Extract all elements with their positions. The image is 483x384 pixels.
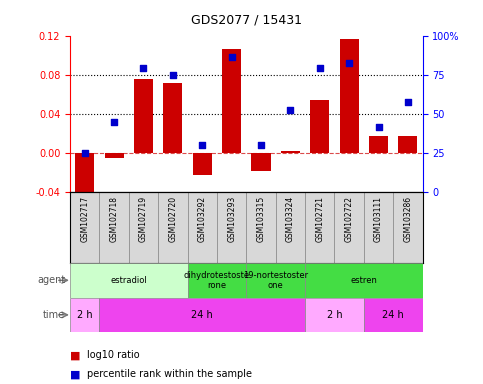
Bar bbox=[246, 263, 305, 298]
Bar bbox=[99, 298, 305, 332]
Point bbox=[199, 142, 206, 149]
Text: GSM102721: GSM102721 bbox=[315, 195, 324, 242]
Point bbox=[140, 65, 147, 71]
Text: GSM103286: GSM103286 bbox=[403, 195, 412, 242]
Bar bbox=[99, 192, 129, 263]
Text: GSM102722: GSM102722 bbox=[345, 195, 354, 242]
Point bbox=[375, 124, 383, 130]
Text: 24 h: 24 h bbox=[383, 310, 404, 320]
Text: GSM103324: GSM103324 bbox=[286, 195, 295, 242]
Text: GSM103293: GSM103293 bbox=[227, 195, 236, 242]
Bar bbox=[369, 136, 388, 153]
Bar bbox=[104, 153, 124, 158]
Bar bbox=[340, 40, 359, 153]
Bar bbox=[158, 192, 187, 263]
Point bbox=[404, 99, 412, 105]
Bar bbox=[193, 153, 212, 174]
Text: 19-nortestoster
one: 19-nortestoster one bbox=[243, 271, 308, 290]
Bar bbox=[364, 192, 393, 263]
Text: GDS2077 / 15431: GDS2077 / 15431 bbox=[191, 14, 302, 27]
Bar bbox=[305, 298, 364, 332]
Text: ■: ■ bbox=[70, 369, 81, 379]
Text: log10 ratio: log10 ratio bbox=[87, 350, 140, 360]
Bar bbox=[134, 79, 153, 153]
Text: GSM102719: GSM102719 bbox=[139, 195, 148, 242]
Bar bbox=[334, 192, 364, 263]
Point bbox=[110, 119, 118, 125]
Bar bbox=[75, 153, 94, 200]
Bar bbox=[252, 153, 270, 170]
Bar bbox=[70, 263, 187, 298]
Bar bbox=[217, 192, 246, 263]
Bar bbox=[276, 192, 305, 263]
Bar bbox=[129, 192, 158, 263]
Bar bbox=[398, 136, 417, 153]
Point bbox=[345, 60, 353, 66]
Bar bbox=[187, 192, 217, 263]
Text: 2 h: 2 h bbox=[327, 310, 342, 320]
Text: dihydrotestoste
rone: dihydrotestoste rone bbox=[184, 271, 250, 290]
Text: GSM103315: GSM103315 bbox=[256, 195, 266, 242]
Text: 24 h: 24 h bbox=[191, 310, 213, 320]
Text: time: time bbox=[43, 310, 65, 320]
Text: GSM102718: GSM102718 bbox=[110, 195, 119, 242]
Text: ■: ■ bbox=[70, 350, 81, 360]
Bar bbox=[70, 298, 99, 332]
Bar bbox=[70, 192, 99, 263]
Point bbox=[286, 106, 294, 113]
Bar bbox=[305, 263, 423, 298]
Point bbox=[81, 150, 88, 156]
Text: GSM102717: GSM102717 bbox=[80, 195, 89, 242]
Point bbox=[316, 65, 324, 71]
Text: agent: agent bbox=[37, 275, 65, 285]
Bar bbox=[246, 192, 276, 263]
Point bbox=[169, 72, 177, 78]
Text: GSM103111: GSM103111 bbox=[374, 195, 383, 242]
Text: estren: estren bbox=[351, 276, 377, 285]
Bar bbox=[163, 83, 183, 153]
Bar bbox=[187, 263, 246, 298]
Bar bbox=[364, 298, 423, 332]
Bar bbox=[310, 100, 329, 153]
Text: GSM102720: GSM102720 bbox=[169, 195, 177, 242]
Point bbox=[228, 54, 236, 60]
Bar bbox=[281, 151, 300, 153]
Bar bbox=[393, 192, 423, 263]
Text: percentile rank within the sample: percentile rank within the sample bbox=[87, 369, 252, 379]
Text: GSM103292: GSM103292 bbox=[198, 195, 207, 242]
Bar bbox=[305, 192, 335, 263]
Text: estradiol: estradiol bbox=[111, 276, 147, 285]
Text: 2 h: 2 h bbox=[77, 310, 93, 320]
Bar bbox=[222, 49, 241, 153]
Point bbox=[257, 142, 265, 149]
